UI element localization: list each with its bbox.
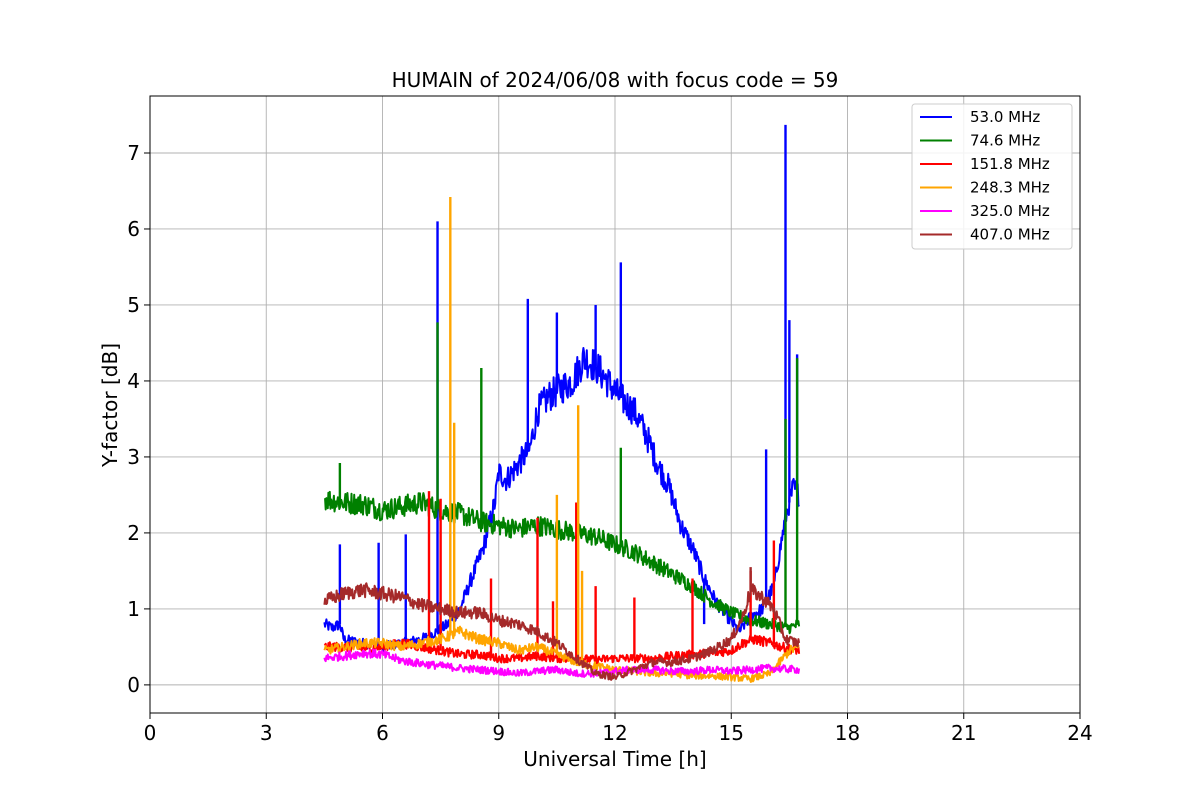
series-line: [324, 490, 801, 635]
legend-item: 151.8 MHz: [920, 155, 1050, 173]
series-5: [323, 567, 801, 681]
legend-item: 74.6 MHz: [920, 132, 1040, 150]
series-3: [323, 197, 800, 683]
x-axis-label: Universal Time [h]: [523, 747, 706, 771]
y-tick-label: 7: [127, 141, 140, 165]
y-axis-label: Y-factor [dB]: [98, 343, 122, 468]
legend-item: 248.3 MHz: [920, 179, 1050, 197]
x-tick-label: 6: [376, 721, 389, 745]
x-tick-label: 0: [144, 721, 157, 745]
legend-item: 325.0 MHz: [920, 202, 1050, 220]
series-1: [324, 322, 801, 635]
legend-label: 74.6 MHz: [970, 132, 1040, 150]
x-tick-label: 24: [1067, 721, 1092, 745]
x-tick-label: 9: [492, 721, 505, 745]
series-layer: [323, 124, 801, 683]
y-tick-label: 4: [127, 369, 140, 393]
chart-title: HUMAIN of 2024/06/08 with focus code = 5…: [392, 68, 839, 92]
series-4: [323, 648, 801, 678]
legend-item: 53.0 MHz: [920, 108, 1040, 126]
legend: 53.0 MHz 74.6 MHz 151.8 MHz 248.3 MHz 325.0…: [911, 103, 1073, 250]
legend-label: 407.0 MHz: [970, 226, 1050, 244]
x-tick-label: 21: [951, 721, 976, 745]
y-tick-label: 2: [127, 521, 140, 545]
x-tick-label: 12: [602, 721, 627, 745]
y-tick-label: 6: [127, 217, 140, 241]
legend-label: 151.8 MHz: [970, 155, 1050, 173]
y-tick-label: 3: [127, 445, 140, 469]
x-tick-label: 3: [260, 721, 273, 745]
series-line: [323, 625, 800, 683]
legend-label: 325.0 MHz: [970, 202, 1050, 220]
x-tick-label: 15: [719, 721, 744, 745]
x-tick-label: 18: [835, 721, 860, 745]
y-tick-label: 1: [127, 597, 140, 621]
y-tick-label: 5: [127, 293, 140, 317]
legend-item: 407.0 MHz: [920, 226, 1050, 244]
series-line: [323, 582, 801, 681]
legend-label: 53.0 MHz: [970, 108, 1040, 126]
y-tick-label: 0: [127, 673, 140, 697]
legend-label: 248.3 MHz: [970, 179, 1050, 197]
series-line: [323, 648, 801, 678]
